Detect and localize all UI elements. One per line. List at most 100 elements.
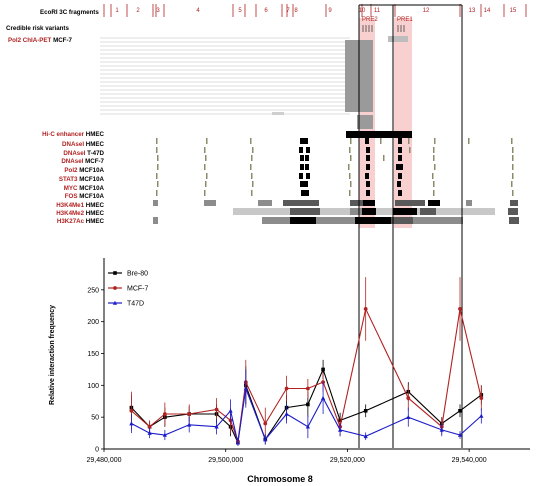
pre1-label: PRE1: [397, 17, 413, 23]
mcf-7-point: [214, 407, 219, 412]
mcf-7-point: [363, 307, 368, 311]
h3k4me1-region: [204, 200, 216, 206]
signal-peak: [365, 138, 369, 144]
t47d-point: [363, 433, 368, 439]
h3k4me1-region: [510, 200, 518, 206]
risk-variant-ticks: [362, 25, 405, 32]
fragment-number: 6: [264, 8, 268, 14]
signal-peak: [432, 173, 434, 179]
t47d-point: [320, 395, 326, 400]
track-label: MYC MCF10A: [64, 185, 105, 192]
track-mark: STAT3: [59, 176, 78, 183]
y-tick-label: 200: [87, 319, 99, 326]
chiapet-anchor: [272, 112, 284, 115]
t47d-point: [263, 437, 268, 442]
h3k4me1-region: [395, 200, 425, 206]
h3k4me2-region: [420, 208, 436, 215]
mcf-7-point: [263, 421, 268, 426]
signal-peak: [157, 181, 159, 187]
signal-peak: [305, 190, 309, 196]
signal-peak: [157, 155, 159, 161]
signal-peak: [300, 155, 304, 161]
x-tick-label: 29,480,000: [86, 457, 121, 464]
signal-peak: [205, 181, 207, 187]
signal-peak: [306, 147, 310, 153]
signal-peak: [350, 155, 352, 161]
fragment-number: 9: [328, 8, 332, 14]
track-cell: MCF10A: [79, 185, 104, 192]
h3k4me1-region: [466, 200, 472, 206]
fragment-number: 15: [510, 8, 517, 14]
track-cell: MCF-7: [53, 37, 72, 44]
y-tick-label: 150: [87, 351, 99, 358]
signal-peak: [398, 138, 402, 144]
track-cell: HMEC: [86, 141, 105, 148]
interaction-chart: 0 50 100 150 200 250 29,480,000 29,500,000 29,52…: [49, 258, 530, 484]
signal-peak: [156, 190, 158, 196]
h3k27ac-region: [262, 217, 292, 224]
t47d-point: [228, 408, 233, 413]
signal-peak: [156, 147, 158, 153]
signal-peak: [250, 164, 252, 170]
bre-80-point: [321, 367, 325, 372]
signal-peak: [348, 164, 350, 170]
fragment-number: 3: [156, 8, 160, 14]
track-cell: MCF-7: [85, 158, 104, 165]
track-mark: FOS: [65, 193, 78, 200]
signal-peak: [156, 138, 158, 144]
h3k27ac-region: [355, 217, 391, 224]
hic-enhancer-block: [346, 131, 412, 138]
signal-peak: [512, 155, 514, 161]
h3k27ac-region: [413, 217, 463, 224]
track-label: Pol2 ChIA-PET MCF-7: [8, 37, 73, 44]
risk-variants-label: Credible risk variants: [6, 25, 69, 32]
signal-peak: [305, 155, 309, 161]
signal-peak: [306, 173, 310, 179]
h3k4me2-region: [350, 208, 372, 215]
signal-peak: [512, 147, 514, 153]
signal-peak: [512, 190, 514, 196]
signal-peak: [205, 155, 207, 161]
signal-peak: [299, 173, 303, 179]
legend-label-t47d: T47D: [127, 301, 144, 308]
track-cell: MCF10A: [79, 176, 104, 183]
t47d-point: [284, 411, 289, 416]
signal-peak: [366, 155, 370, 161]
track-label: FOS MCF10A: [65, 193, 105, 200]
h3k27ac-region: [290, 217, 316, 224]
x-tick-label: 29,520,000: [330, 457, 365, 464]
signal-peak: [366, 147, 370, 153]
fragment-number: 5: [238, 8, 242, 14]
track-label: Pol2 MCF10A: [64, 167, 104, 174]
track-labels: Pol2 ChIA-PET MCF-7Hi-C enhancer HMECDNA…: [8, 37, 105, 225]
bre-80-point: [458, 409, 462, 413]
t47d-point: [439, 427, 444, 432]
signal-peak: [250, 138, 252, 144]
fragment-number: 2: [136, 8, 140, 14]
chart-legend: Bre-80 MCF-7 T47D: [108, 271, 148, 308]
signal-peak: [349, 173, 351, 179]
signal-peak: [349, 147, 351, 153]
legend-label-bre-80: Bre-80: [127, 271, 148, 278]
track-mark: DNAseI: [61, 158, 83, 165]
track-mark: Pol2: [64, 167, 78, 174]
signal-peak: [409, 147, 411, 153]
y-tick-label: 250: [87, 287, 99, 294]
signal-peak: [300, 138, 304, 144]
track-mark: DNAseI: [63, 150, 85, 157]
signal-peak: [511, 181, 513, 187]
mcf-7-point: [284, 386, 289, 391]
y-tick-label: 100: [87, 383, 99, 390]
track-label: DNAseI HMEC: [62, 141, 104, 148]
track-mark: H3K4Me1: [56, 202, 84, 209]
track-cell: T-47D: [87, 150, 104, 157]
legend-label-mcf-7: MCF-7: [127, 286, 148, 293]
h3k4me2-region: [290, 208, 320, 215]
fragment-number: 11: [374, 8, 381, 14]
track-label: H3K4Me2 HMEC: [56, 210, 104, 217]
fragment-number: 13: [469, 8, 476, 14]
signal-peak: [512, 164, 514, 170]
track-cell: MCF10A: [79, 167, 104, 174]
fragment-number: 7: [286, 8, 290, 14]
